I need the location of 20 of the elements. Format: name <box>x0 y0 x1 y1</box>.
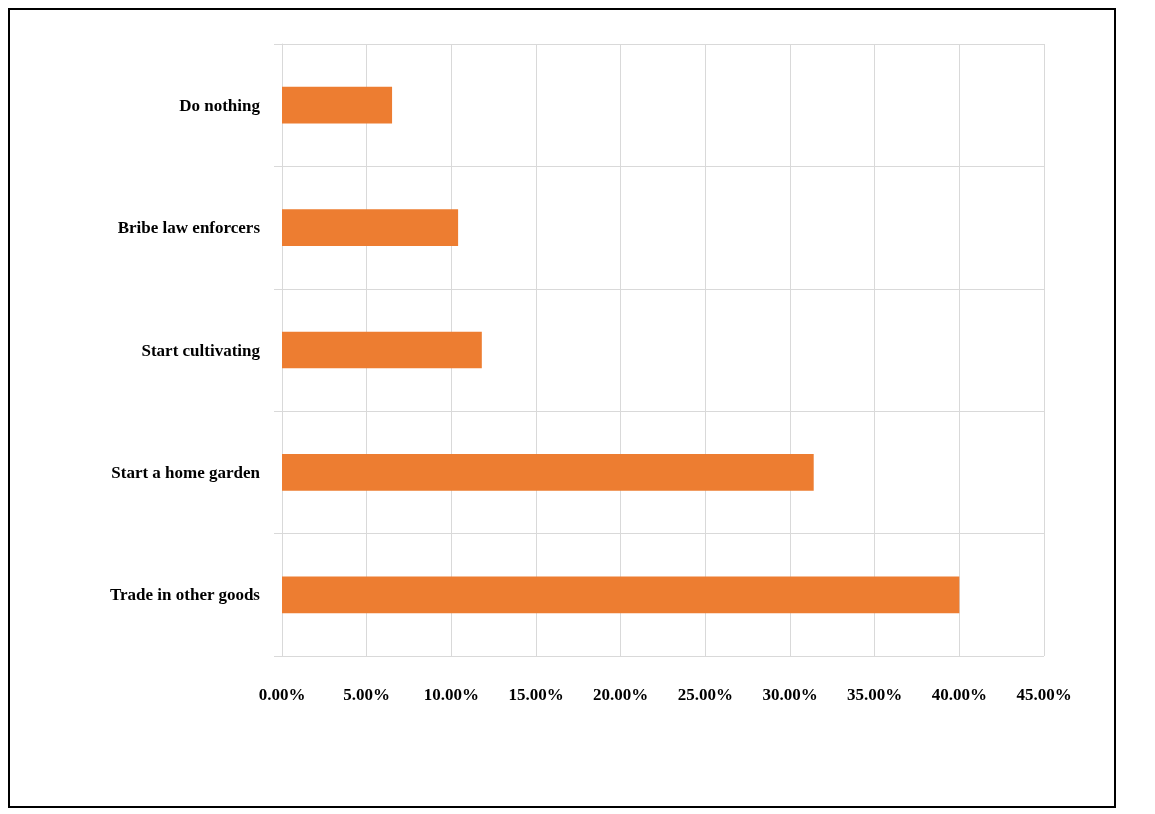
bar <box>282 454 814 491</box>
x-tick-label: 40.00% <box>931 685 987 704</box>
y-tick-label: Do nothing <box>179 95 261 115</box>
x-tick-label: 15.00% <box>508 685 564 704</box>
x-tick-label: 5.00% <box>343 685 391 704</box>
x-tick-label: 35.00% <box>847 685 903 704</box>
bar <box>282 86 393 124</box>
bar <box>282 209 459 246</box>
y-tick-label: Start a home garden <box>111 462 261 482</box>
y-tick-label: Bribe law enforcers <box>117 218 261 238</box>
x-tick-label: 25.00% <box>677 685 733 704</box>
x-tick-label: 30.00% <box>762 685 818 704</box>
bar <box>282 576 960 614</box>
x-tick-label: 20.00% <box>593 685 649 704</box>
x-tick-label: 45.00% <box>1016 685 1072 704</box>
y-tick-label: Trade in other goods <box>109 585 261 605</box>
x-tick-label: 10.00% <box>423 685 479 704</box>
bar <box>282 331 482 369</box>
x-tick-label: 0.00% <box>258 685 306 704</box>
y-tick-label: Start cultivating <box>141 340 261 360</box>
